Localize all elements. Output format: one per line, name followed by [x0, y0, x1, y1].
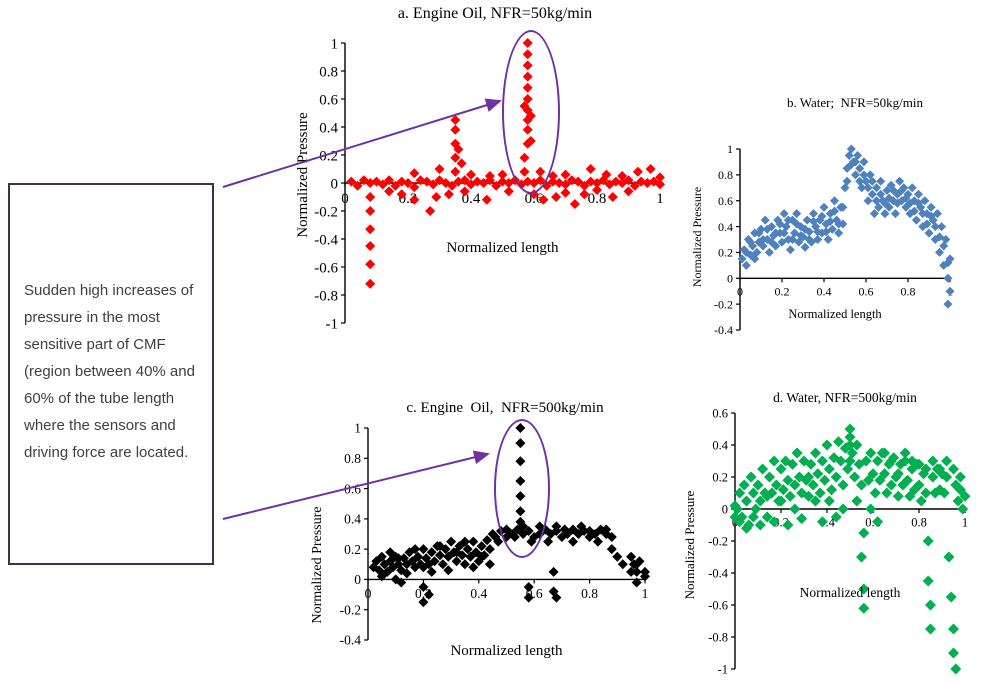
- chart-b-title: b. Water; NFR=50kg/min: [786, 95, 924, 110]
- svg-text:0.4: 0.4: [817, 284, 832, 298]
- svg-text:0: 0: [727, 271, 733, 285]
- svg-text:-0.6: -0.6: [708, 598, 728, 612]
- svg-text:0.6: 0.6: [718, 194, 733, 208]
- svg-text:0.8: 0.8: [901, 284, 916, 298]
- svg-text:-0.4: -0.4: [708, 566, 729, 580]
- svg-text:0.6: 0.6: [712, 406, 728, 420]
- chart-c-ylabel: Normalized Pressure: [310, 506, 325, 624]
- svg-text:0.4: 0.4: [319, 120, 338, 136]
- chart-d-ylabel: Normalized Pressure: [682, 490, 697, 600]
- svg-text:0.2: 0.2: [712, 470, 728, 484]
- svg-text:0.2: 0.2: [775, 284, 790, 298]
- svg-text:-0.4: -0.4: [314, 232, 338, 248]
- highlight-ellipse-chart-a: [502, 30, 560, 194]
- svg-text:-0.2: -0.2: [314, 204, 338, 220]
- svg-text:-0.2: -0.2: [714, 297, 733, 311]
- svg-text:1: 1: [354, 421, 361, 436]
- chart-b-plot: 10.80.60.40.20-0.2-0.400.20.40.60.81: [714, 142, 955, 337]
- svg-text:-0.6: -0.6: [314, 260, 338, 276]
- chart-c-engine-oil-500: c. Engine Oil, NFR=500kg/min 1 0.8 0.6 0.4 0…: [300, 400, 680, 684]
- svg-text:1: 1: [727, 142, 733, 156]
- chart-b-water-50: b. Water; NFR=50kg/min 1 0.8 0.6 0.4 0.2 0 -0.…: [690, 95, 990, 345]
- svg-text:0.8: 0.8: [718, 168, 733, 182]
- chart-a-title: a. Engine Oil, NFR=50kg/min: [397, 5, 593, 22]
- annotation-text: Sudden high increases of pressure in the…: [24, 282, 195, 461]
- svg-text:0: 0: [737, 284, 743, 298]
- chart-d-water-500: d. Water, NFR=500kg/min 0.6 0.4 0.2 0 -0.2 -0…: [680, 390, 991, 684]
- svg-text:-0.8: -0.8: [314, 288, 338, 304]
- chart-d-xlabel: Normalized length: [799, 585, 901, 600]
- svg-text:0.8: 0.8: [911, 516, 927, 530]
- svg-text:0.8: 0.8: [588, 191, 607, 207]
- chart-b-ylabel: Normalized Pressure: [690, 186, 704, 288]
- svg-text:0.6: 0.6: [525, 191, 544, 207]
- svg-text:0.8: 0.8: [319, 64, 338, 80]
- svg-text:0: 0: [365, 586, 372, 601]
- annotation-box: Sudden high increases of pressure in the…: [8, 183, 214, 565]
- chart-d-plot: 0.60.40.20-0.2-0.4-0.6-0.8-100.20.40.60.…: [708, 406, 971, 676]
- svg-text:0.2: 0.2: [344, 542, 361, 557]
- svg-text:0.6: 0.6: [319, 92, 338, 108]
- svg-text:0.6: 0.6: [344, 481, 361, 496]
- svg-text:0.6: 0.6: [859, 284, 874, 298]
- svg-text:-0.4: -0.4: [340, 633, 362, 648]
- svg-text:0.4: 0.4: [470, 586, 487, 601]
- svg-text:1: 1: [656, 191, 664, 207]
- chart-c-title: c. Engine Oil, NFR=500kg/min: [406, 400, 604, 416]
- svg-text:-1: -1: [718, 662, 728, 676]
- svg-text:0.4: 0.4: [344, 512, 361, 527]
- svg-text:-1: -1: [326, 316, 339, 332]
- svg-text:-0.8: -0.8: [708, 630, 728, 644]
- svg-text:0: 0: [341, 191, 349, 207]
- chart-c-xlabel: Normalized length: [450, 643, 563, 659]
- chart-a-xlabel: Normalized length: [446, 240, 559, 256]
- svg-text:0.8: 0.8: [344, 451, 361, 466]
- svg-text:-0.2: -0.2: [340, 602, 361, 617]
- svg-text:0.4: 0.4: [462, 191, 481, 207]
- svg-text:1: 1: [642, 586, 649, 601]
- chart-a-ylabel: Normalized Pressure: [295, 112, 311, 238]
- highlight-ellipse-chart-c: [494, 419, 550, 558]
- svg-text:0: 0: [354, 572, 361, 587]
- svg-text:0: 0: [331, 176, 339, 192]
- chart-b-xlabel: Normalized length: [788, 307, 882, 321]
- svg-text:1: 1: [962, 516, 968, 530]
- chart-a-engine-oil-50: a. Engine Oil, NFR=50kg/min 1 0.8 0.6 0.4 0.…: [280, 5, 680, 347]
- svg-text:0.2: 0.2: [319, 148, 338, 164]
- svg-text:-0.2: -0.2: [708, 534, 728, 548]
- chart-a-plot: 10.80.60.40.20-0.2-0.4-0.6-0.8-10 0.2 0.4 0…: [314, 36, 665, 332]
- svg-text:0.2: 0.2: [718, 246, 733, 260]
- chart-c-plot: 10.80.60.40.20-0.2-0.40 0.2 0.4 0.6 0.8 1: [340, 421, 650, 648]
- svg-text:-0.4: -0.4: [714, 323, 733, 337]
- svg-text:0: 0: [722, 502, 728, 516]
- svg-text:0.8: 0.8: [581, 586, 598, 601]
- chart-d-title: d. Water, NFR=500kg/min: [773, 390, 917, 405]
- svg-text:1: 1: [331, 36, 339, 52]
- svg-text:0.4: 0.4: [712, 438, 728, 452]
- svg-text:0.4: 0.4: [718, 220, 733, 234]
